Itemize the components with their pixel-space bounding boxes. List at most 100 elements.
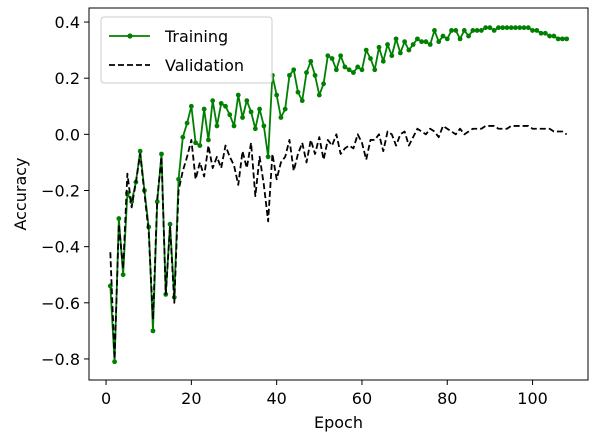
data-point-training bbox=[210, 98, 216, 104]
data-point-training bbox=[389, 53, 395, 59]
data-point-training bbox=[154, 199, 160, 205]
data-point-training bbox=[227, 112, 233, 118]
data-point-training bbox=[555, 36, 561, 42]
data-point-training bbox=[491, 28, 497, 33]
data-point-training bbox=[116, 216, 122, 221]
data-point-training bbox=[346, 67, 352, 73]
data-point-training bbox=[478, 28, 484, 33]
data-point-training bbox=[167, 221, 173, 227]
data-point-training bbox=[402, 39, 408, 45]
data-point-training bbox=[257, 106, 262, 112]
data-point-training bbox=[333, 67, 339, 73]
x-tick-label: 80 bbox=[437, 389, 457, 408]
data-point-training bbox=[184, 120, 190, 126]
data-point-training bbox=[363, 47, 369, 53]
data-point-training bbox=[176, 176, 181, 182]
data-point-training bbox=[470, 28, 476, 33]
data-point-training bbox=[188, 103, 194, 109]
data-point-training bbox=[474, 28, 480, 33]
data-point-training bbox=[560, 36, 565, 42]
y-tick-label: −0.6 bbox=[41, 294, 80, 313]
data-point-training bbox=[291, 67, 297, 73]
data-point-training bbox=[564, 36, 570, 42]
data-point-training bbox=[551, 33, 557, 39]
data-point-training bbox=[218, 101, 224, 106]
data-point-training bbox=[534, 28, 540, 33]
data-point-training bbox=[299, 98, 305, 104]
legend: Training Validation bbox=[100, 16, 273, 84]
data-point-training bbox=[278, 115, 284, 120]
data-point-training bbox=[444, 36, 450, 42]
data-point-training bbox=[547, 33, 553, 39]
series-layer bbox=[107, 25, 570, 365]
data-point-training bbox=[223, 103, 228, 109]
data-point-training bbox=[440, 33, 446, 39]
data-point-training bbox=[368, 56, 373, 61]
data-point-training bbox=[500, 25, 506, 31]
data-point-training bbox=[214, 123, 220, 129]
y-axis-label: Accuracy bbox=[11, 157, 30, 230]
data-point-training bbox=[312, 72, 318, 78]
data-point-training bbox=[150, 328, 156, 334]
data-point-training bbox=[137, 148, 143, 154]
data-point-training bbox=[252, 126, 258, 132]
data-point-training bbox=[355, 64, 361, 70]
x-axis-label: Epoch bbox=[314, 413, 363, 432]
data-point-training bbox=[240, 115, 245, 120]
data-point-training bbox=[415, 36, 420, 42]
data-point-training bbox=[274, 92, 280, 98]
y-tick-label: 0.2 bbox=[55, 69, 80, 88]
data-point-training bbox=[427, 42, 433, 47]
data-point-training bbox=[325, 53, 331, 59]
plot-frame bbox=[88, 7, 589, 381]
x-tick-label: 100 bbox=[517, 389, 548, 408]
data-point-training bbox=[538, 30, 544, 36]
data-point-training bbox=[542, 30, 548, 36]
data-point-training bbox=[457, 36, 463, 42]
y-tick-label: 0.0 bbox=[55, 125, 80, 144]
data-point-training bbox=[197, 143, 203, 148]
data-point-training bbox=[321, 81, 326, 87]
data-point-training bbox=[261, 123, 267, 129]
legend-label-validation: Validation bbox=[165, 56, 244, 75]
data-point-training bbox=[461, 28, 467, 33]
data-point-training bbox=[423, 39, 429, 45]
x-tick-label: 20 bbox=[181, 389, 201, 408]
y-tick-label: −0.4 bbox=[41, 238, 80, 257]
data-point-training bbox=[453, 28, 459, 33]
data-point-training bbox=[410, 42, 416, 47]
series-line-validation bbox=[109, 125, 568, 360]
x-tick-label: 0 bbox=[101, 389, 111, 408]
legend-label-training: Training bbox=[164, 27, 228, 46]
data-point-training bbox=[338, 53, 344, 59]
data-point-training bbox=[193, 140, 199, 146]
data-point-training bbox=[316, 92, 322, 98]
data-point-training bbox=[180, 134, 186, 140]
data-point-training bbox=[397, 50, 403, 56]
data-point-training bbox=[449, 28, 454, 33]
data-point-training bbox=[120, 272, 126, 278]
data-point-training bbox=[466, 33, 471, 39]
data-point-training bbox=[521, 25, 527, 31]
legend-marker-training bbox=[127, 33, 133, 39]
ticks-layer: 0 20 40 60 80 100 −0.8 −0.6 −0.4 −0.2 0.0 0.2 0.4 bbox=[41, 13, 548, 408]
data-point-training bbox=[406, 47, 412, 53]
data-point-training bbox=[496, 25, 501, 31]
data-point-training bbox=[351, 70, 356, 75]
data-point-training bbox=[487, 25, 493, 31]
data-point-training bbox=[380, 58, 386, 64]
x-tick-label: 60 bbox=[352, 389, 372, 408]
data-point-training bbox=[231, 123, 237, 129]
data-point-training bbox=[376, 44, 382, 50]
y-tick-label: −0.2 bbox=[41, 181, 80, 200]
data-point-training bbox=[308, 58, 314, 64]
x-tick-label: 40 bbox=[266, 389, 286, 408]
data-point-training bbox=[483, 25, 489, 31]
data-point-training bbox=[525, 25, 531, 31]
data-point-training bbox=[517, 25, 523, 31]
data-point-training bbox=[513, 25, 518, 31]
data-point-training bbox=[287, 72, 292, 78]
y-tick-label: −0.8 bbox=[41, 350, 80, 369]
data-point-training bbox=[508, 25, 514, 31]
